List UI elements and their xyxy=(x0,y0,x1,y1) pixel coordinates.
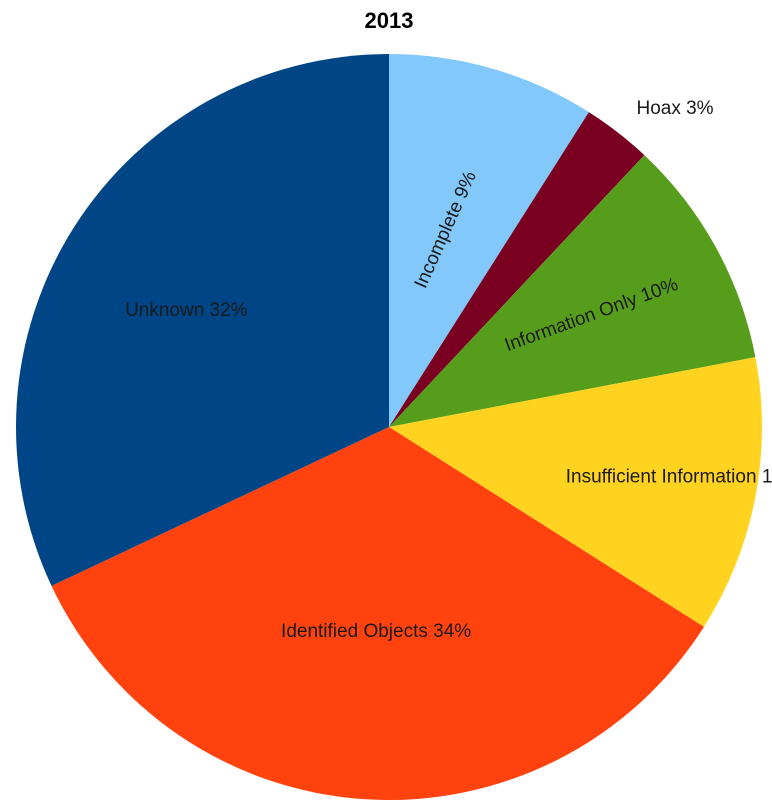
pie-slice-information-only xyxy=(389,155,756,427)
chart-title: 2013 xyxy=(364,8,414,33)
pie-slice-hoax xyxy=(389,112,645,427)
pie-slice-identified-objects xyxy=(51,427,704,800)
slice-label-identified-objects: Identified Objects 34% xyxy=(281,621,471,642)
slice-label-insufficient-information: Insufficient Information 12% xyxy=(566,466,772,487)
pie-slice-incomplete xyxy=(389,54,589,427)
pie-slice-unknown xyxy=(15,54,390,586)
slice-label-unknown: Unknown 32% xyxy=(125,300,248,321)
slice-label-hoax: Hoax 3% xyxy=(636,98,713,119)
pie-slice-insufficient-information xyxy=(389,357,762,627)
